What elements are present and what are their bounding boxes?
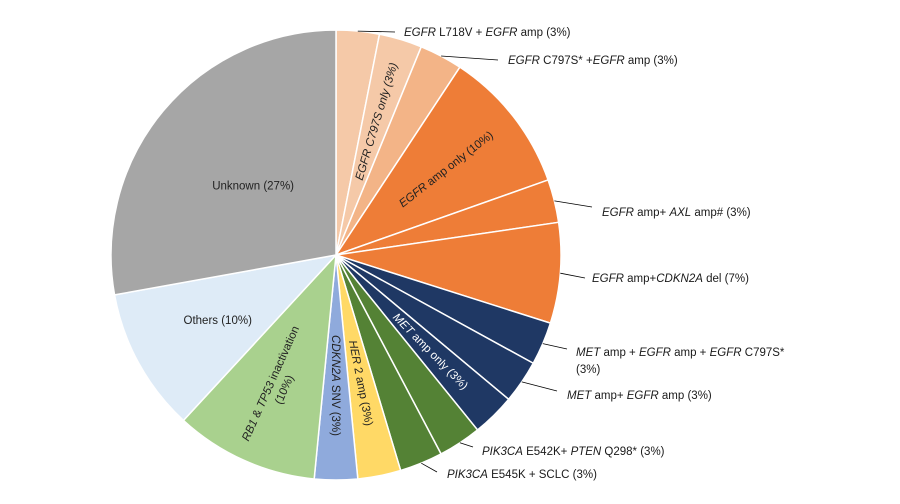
- slice-label: (3%): [576, 364, 600, 376]
- leader-lines: [357, 30, 593, 473]
- pie-slices: [110, 29, 562, 481]
- slice-label: CDKN2A SNV (3%): [329, 335, 341, 436]
- leader-line: [357, 30, 396, 33]
- leader-line: [441, 55, 499, 61]
- leader-line: [554, 200, 593, 208]
- pie-slice: [113, 253, 339, 422]
- pie-slice: [335, 221, 562, 325]
- slice-label: Unknown (27%): [212, 181, 294, 193]
- pie-slice: [110, 29, 337, 296]
- leader-line: [542, 343, 568, 350]
- leader-line: [421, 462, 438, 473]
- slice-label: EGFR C797S* +EGFR amp (3%): [508, 55, 678, 67]
- pie-slice: [182, 252, 337, 480]
- slice-label: PIK3CA E542K+ PTEN Q298* (3%): [482, 446, 665, 458]
- slice-label: EGFR amp+ AXL amp# (3%): [602, 207, 751, 219]
- slice-label: EGFR amp+CDKN2A del (7%): [592, 273, 749, 285]
- pie-slice: [334, 66, 550, 257]
- leader-line: [521, 381, 558, 392]
- slice-label-group: CDKN2A SNV (3%): [329, 335, 341, 436]
- slice-label: PIK3CA E545K + SCLC (3%): [447, 469, 597, 481]
- slice-label-group: Others (10%): [184, 315, 253, 327]
- slice-label-group: Unknown (27%): [212, 181, 294, 193]
- leader-line: [560, 272, 586, 279]
- slice-label: Others (10%): [184, 315, 253, 327]
- slice-label: MET amp + EGFR amp + EGFR C797S*: [576, 347, 785, 359]
- slice-label: MET amp+ EGFR amp (3%): [567, 390, 712, 402]
- slice-label: EGFR L718V + EGFR amp (3%): [404, 27, 571, 39]
- leader-line: [459, 442, 474, 448]
